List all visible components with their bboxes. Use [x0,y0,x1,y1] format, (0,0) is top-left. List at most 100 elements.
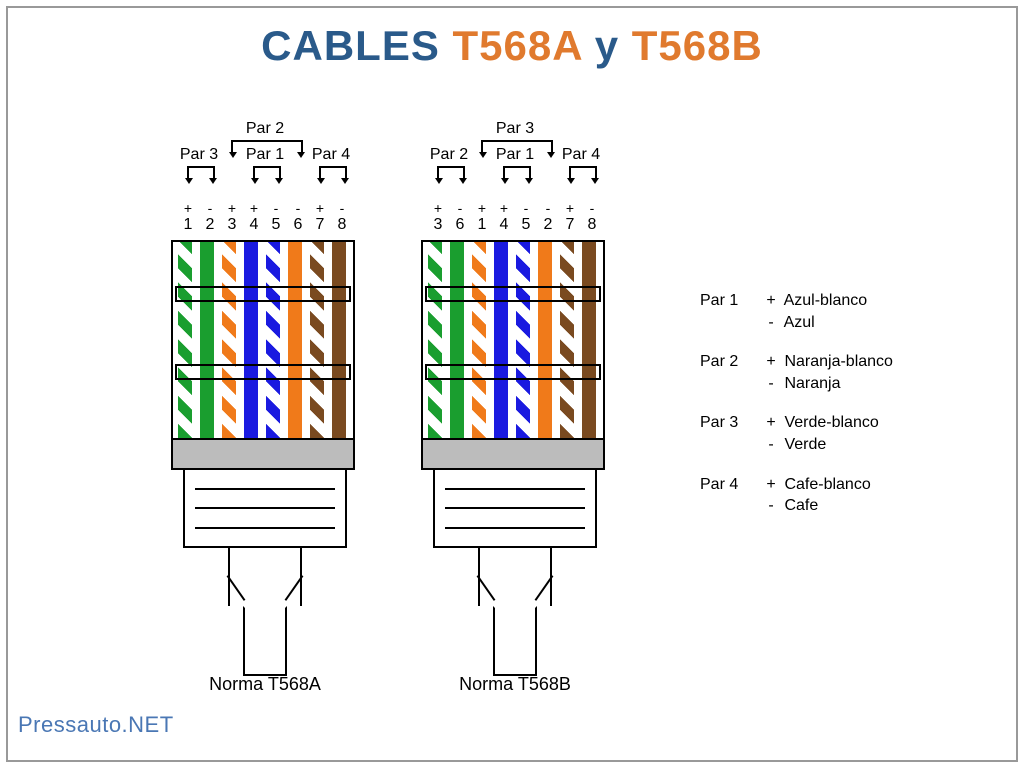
polarity-sign: + [493,200,515,216]
pair-bracket [569,166,597,178]
crossbar [175,364,351,380]
pair-label: Par 4 [562,146,600,164]
title-a: T568A [453,22,583,69]
legend-values: + Verde-blanco- Verde [762,412,879,455]
pin-number: 6 [287,216,309,234]
strain-relief [171,440,355,470]
connector-lower [433,470,597,548]
legend-values: + Azul-blanco- Azul [762,290,867,333]
polarity-sign: - [537,200,559,216]
pin-number: 8 [581,216,603,234]
wire-brown [329,242,349,438]
pin-number: 3 [221,216,243,234]
wire-box [421,240,605,440]
polarity-sign: + [243,200,265,216]
pair-label: Par 3 [496,120,534,138]
pair-bracket [437,166,465,178]
wire-blue-white [513,242,533,438]
connectors-row: Par 3Par 2Par 1Par 4+-++--+-12345678Norm… [160,120,620,695]
wire-orange [285,242,305,438]
crossbar [175,286,351,302]
legend-row: Par 2+ Naranja-blanco- Naranja [700,351,893,394]
legend-plus: + Cafe-blanco [762,474,871,496]
pin-number: 5 [515,216,537,234]
wire-orange-white [469,242,489,438]
polarity-row: +-++--+- [427,200,603,216]
strain-relief [421,440,605,470]
legend: Par 1+ Azul-blanco- Azul Par 2+ Naranja-b… [700,290,893,517]
wire-green [197,242,217,438]
legend-row: Par 1+ Azul-blanco- Azul [700,290,893,333]
polarity-sign: - [287,200,309,216]
polarity-sign: - [265,200,287,216]
legend-pair-name: Par 4 [700,474,762,517]
title-b: T568B [632,22,763,69]
legend-row: Par 3+ Verde-blanco- Verde [700,412,893,455]
pair-label: Par 2 [430,146,468,164]
wire-green-white [175,242,195,438]
pair-bracket [503,166,531,178]
wire-blue [241,242,261,438]
pair-label: Par 2 [246,120,284,138]
ridge-line [195,488,335,490]
polarity-sign: - [515,200,537,216]
watermark: Pressauto.NET [18,712,174,738]
polarity-sign: + [177,200,199,216]
polarity-sign: - [449,200,471,216]
wire-brown-white [557,242,577,438]
wire-orange-white [219,242,239,438]
pin-number: 1 [471,216,493,234]
connector-t568a: Par 3Par 2Par 1Par 4+-++--+-12345678Norm… [160,120,370,695]
wire-green [447,242,467,438]
pin-numbers-row: 12345678 [177,216,353,234]
pin-number: 8 [331,216,353,234]
ridge-line [445,507,585,509]
norma-label: Norma T568B [459,674,571,695]
legend-row: Par 4+ Cafe-blanco- Cafe [700,474,893,517]
pair-bracket [187,166,215,178]
pair-label: Par 4 [312,146,350,164]
pin-numbers-row: 36145278 [427,216,603,234]
crossbar [425,286,601,302]
legend-minus: - Cafe [762,495,871,517]
connector-t568b: Par 2Par 3Par 1Par 4+-++--+-36145278Norm… [410,120,620,695]
legend-values: + Naranja-blanco- Naranja [762,351,893,394]
pin-number: 7 [559,216,581,234]
pin-number: 2 [537,216,559,234]
legend-minus: - Verde [762,434,879,456]
legend-plus: + Naranja-blanco [762,351,893,373]
polarity-sign: - [199,200,221,216]
pin-number: 4 [243,216,265,234]
pair-bracket [319,166,347,178]
pair-labels: Par 2 Par 3 Par 1 Par 4 [427,120,603,196]
ridge-line [445,527,585,529]
norma-label: Norma T568A [209,674,321,695]
polarity-sign: - [581,200,603,216]
pin-number: 5 [265,216,287,234]
wire-green-white [425,242,445,438]
wire-orange [535,242,555,438]
wire-box [171,240,355,440]
pair-label: Par 1 [496,146,534,164]
ridge-line [195,507,335,509]
pin-number: 6 [449,216,471,234]
pair-bracket [253,166,281,178]
pair-labels: Par 3 Par 2 Par 1 Par 4 [177,120,353,196]
ridge-line [445,488,585,490]
connector-lower [183,470,347,548]
polarity-sign: - [331,200,353,216]
pin-number: 1 [177,216,199,234]
polarity-row: +-++--+- [177,200,353,216]
page-title: CABLES T568A y T568B [0,22,1024,70]
polarity-sign: + [427,200,449,216]
pair-label: Par 3 [180,146,218,164]
polarity-sign: + [309,200,331,216]
wire-brown-white [307,242,327,438]
pin-number: 7 [309,216,331,234]
rj45-clip [228,548,302,668]
legend-plus: + Verde-blanco [762,412,879,434]
legend-pair-name: Par 3 [700,412,762,455]
wire-blue-white [263,242,283,438]
pair-label: Par 1 [246,146,284,164]
rj45-body [171,240,359,668]
